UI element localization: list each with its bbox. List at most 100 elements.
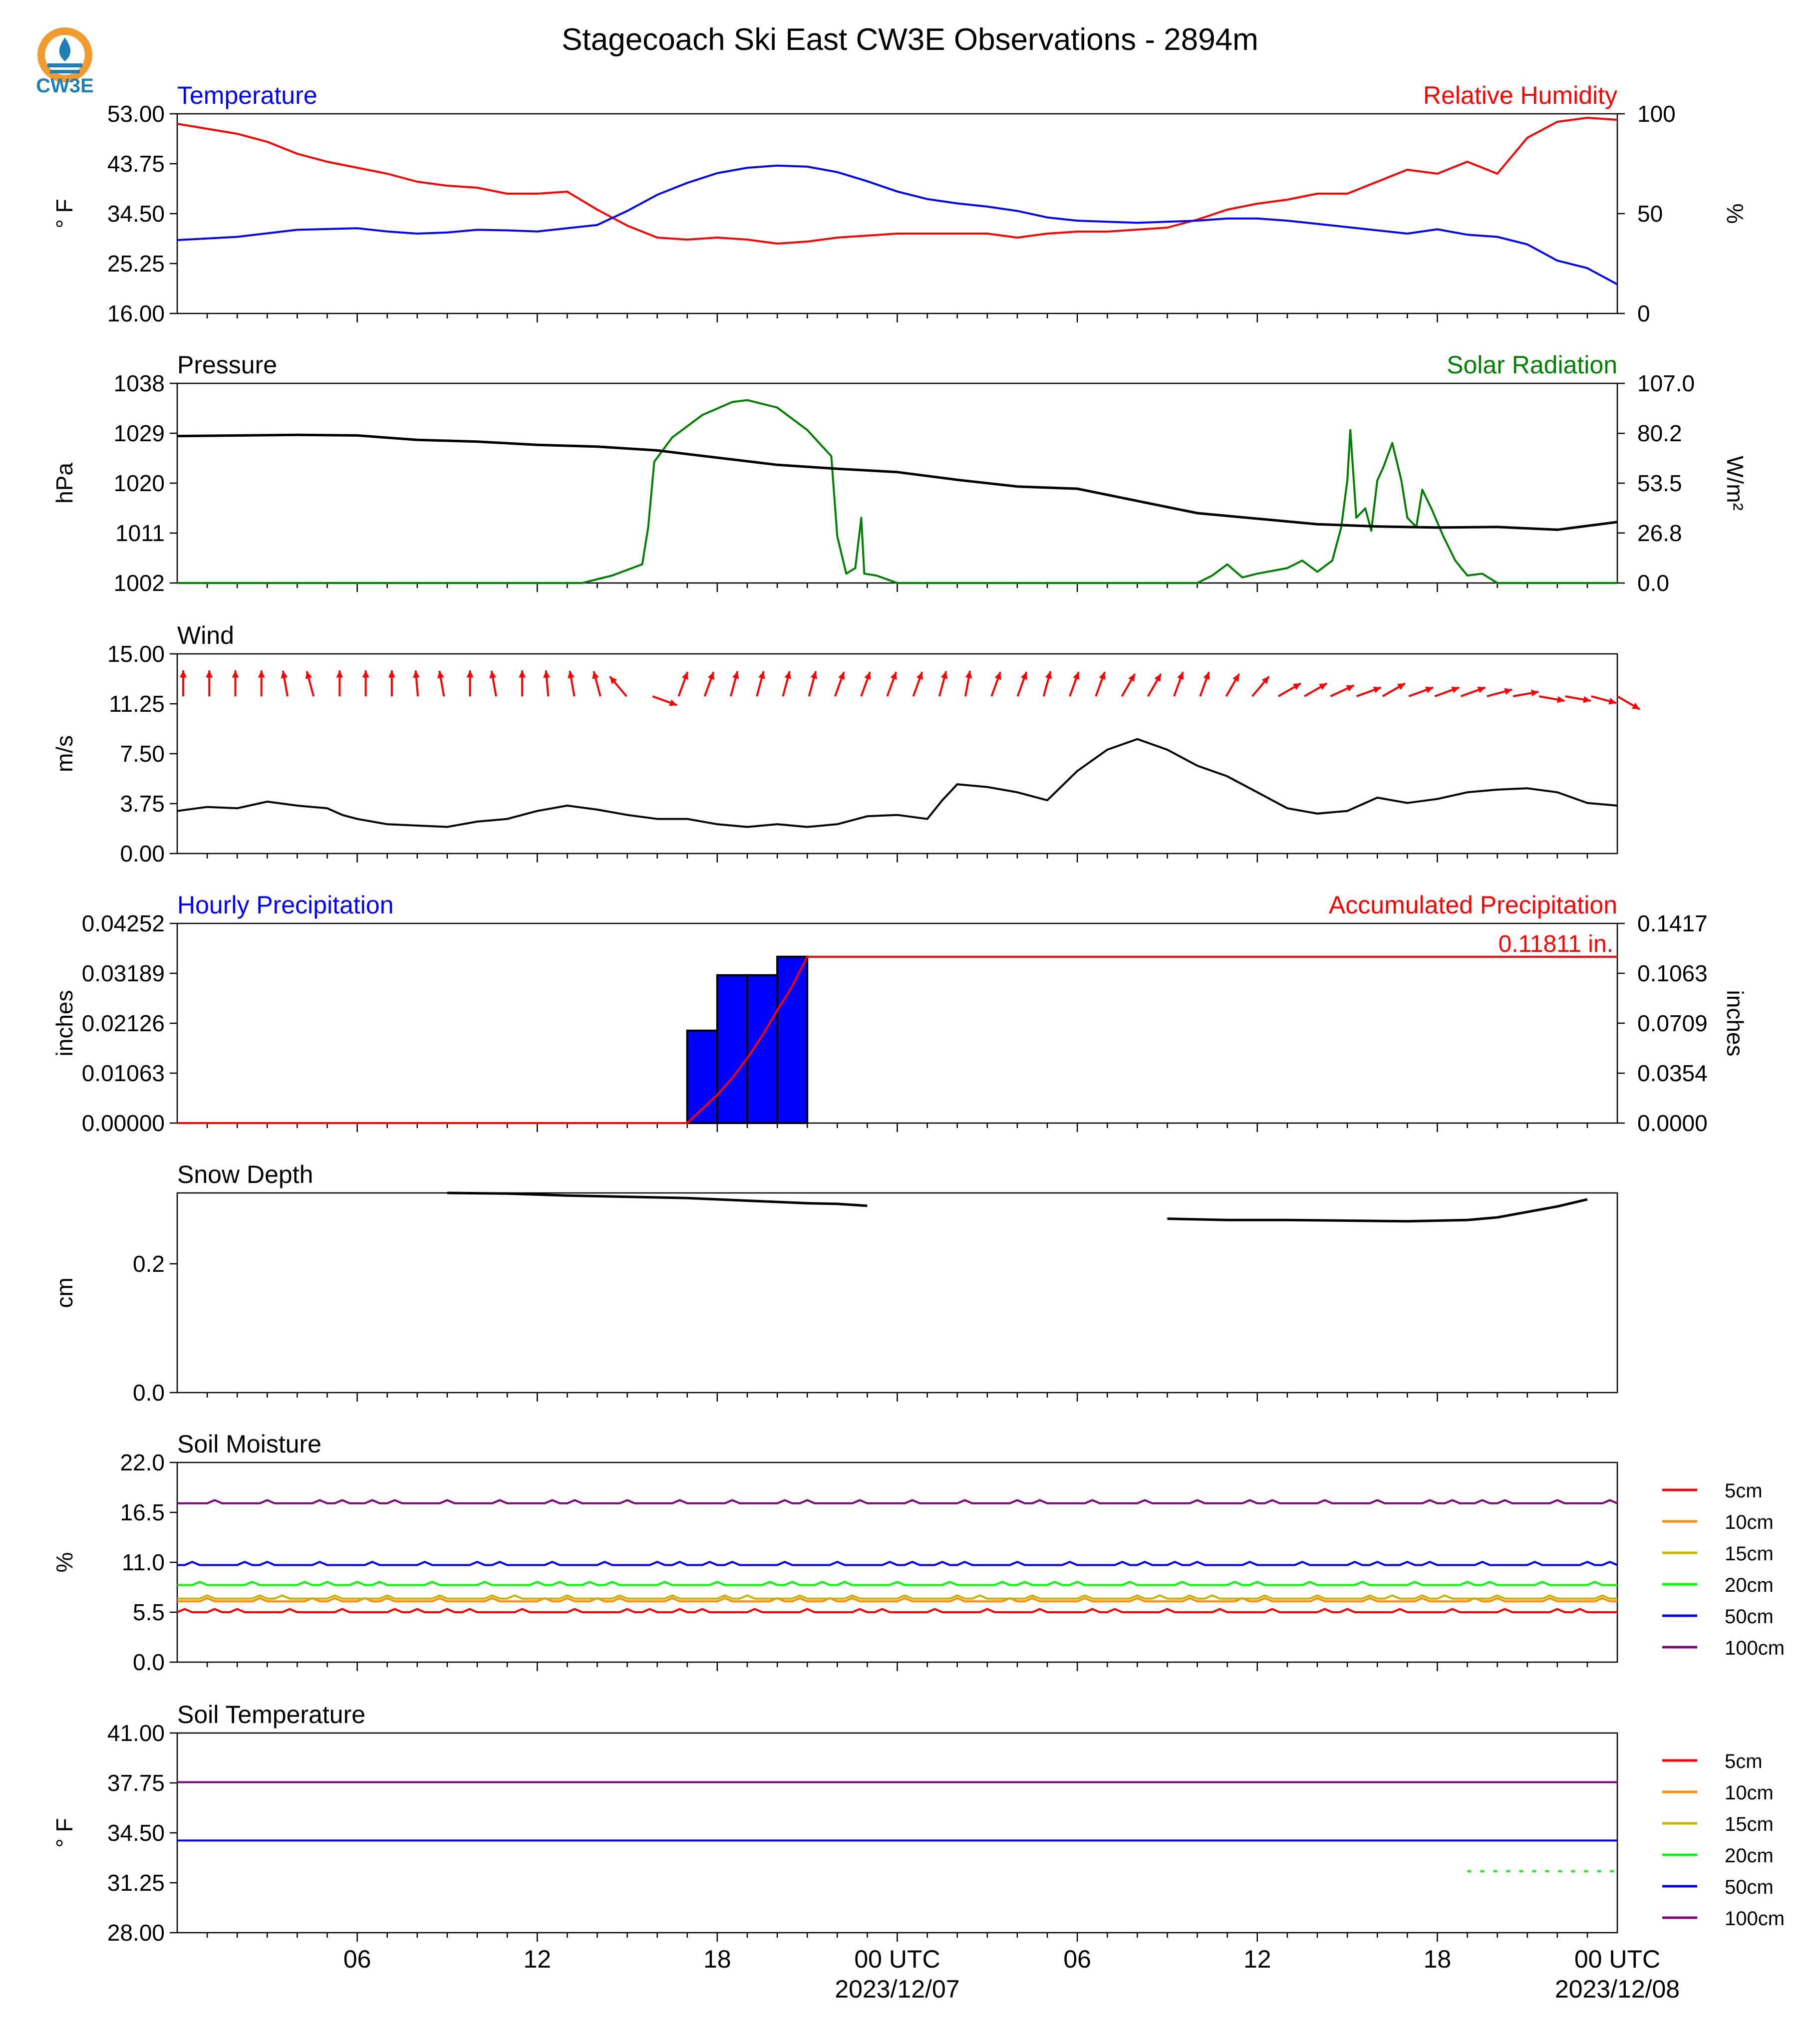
- wind-arrow-head: [1425, 686, 1433, 693]
- wind-arrow-head: [1073, 672, 1080, 680]
- wind-arrow-head: [864, 672, 871, 680]
- wind-arrow-head: [592, 671, 599, 679]
- wind-arrow-head: [1397, 683, 1405, 690]
- wind-arrow-head: [1203, 672, 1210, 680]
- wind-arrow-head: [1020, 672, 1027, 680]
- wind-arrow-head: [543, 670, 550, 678]
- x-tick-label: 00 UTC: [854, 1945, 940, 1973]
- x-tick-label: 00 UTC: [1574, 1945, 1660, 1973]
- series-line-soil-moisture-50cm: [177, 1561, 1618, 1566]
- panel-title-temperature: Temperature: [177, 81, 317, 109]
- wind-arrow-head: [681, 672, 688, 680]
- y-tick-label: 22.0: [120, 1449, 165, 1475]
- y-axis-label: cm: [51, 1277, 77, 1308]
- series-line-soil-moisture-100cm: [177, 1499, 1618, 1504]
- x-tick-label: 06: [343, 1945, 371, 1973]
- y-tick-label: 34.50: [107, 1820, 165, 1846]
- soil-moisture-legend-label: 10cm: [1725, 1511, 1774, 1533]
- y-tick-label-right: 107.0: [1637, 370, 1695, 396]
- wind-arrow-head: [1177, 672, 1184, 680]
- wind-arrow-head: [784, 671, 791, 679]
- soil-moisture-legend-label: 15cm: [1725, 1543, 1774, 1565]
- series-line-snow-depth-2: [1167, 1198, 1588, 1223]
- panel-frame: [176, 1461, 1618, 1663]
- accum-precip-label: 0.11811 in.: [1499, 931, 1613, 957]
- precip-bar: [716, 974, 748, 1124]
- x-tick-label: 12: [523, 1945, 551, 1973]
- wind-arrow-head: [669, 699, 677, 706]
- series-line-soil-moisture-15cm: [177, 1594, 1617, 1600]
- series-line-snow-depth: [447, 1191, 868, 1207]
- y-tick-label: 3.75: [120, 791, 165, 817]
- x-date-label: 2023/12/08: [1555, 1975, 1680, 2003]
- panel-frame: [176, 113, 1618, 314]
- wind-arrow-head: [890, 672, 897, 680]
- y-tick-label: 0.2: [133, 1251, 165, 1277]
- series-line-soil-moisture-5cm: [177, 1608, 1617, 1613]
- y-tick-label-right: 53.5: [1637, 470, 1682, 496]
- panel-title-humidity: Relative Humidity: [1423, 81, 1617, 109]
- panel-frame: [176, 922, 1618, 1124]
- y-axis-label: hPa: [51, 463, 77, 504]
- soil-temperature-legend-label: 10cm: [1725, 1782, 1774, 1804]
- y-tick-label: 5.5: [133, 1599, 165, 1625]
- wind-arrow-head: [1232, 673, 1239, 682]
- y-tick-label: 25.25: [107, 251, 165, 277]
- x-tick-label: 06: [1063, 1945, 1091, 1973]
- wind-arrow-head: [1632, 702, 1640, 709]
- series-line-wind-speed: [177, 738, 1618, 828]
- x-tick-label: 18: [703, 1945, 731, 1973]
- y-axis-label-right: W/m²: [1722, 456, 1748, 511]
- wind-arrow-head: [489, 670, 497, 679]
- panel-title-hourly-precip: Hourly Precipitation: [177, 891, 394, 919]
- y-tick-label: 15.00: [107, 641, 165, 667]
- y-axis-label: ° F: [51, 1818, 77, 1847]
- cw3e-logo-icon: [37, 27, 92, 82]
- series-line-pressure: [177, 433, 1618, 531]
- y-tick-label: 53.00: [107, 101, 165, 127]
- wind-arrow-head: [1099, 672, 1106, 680]
- wind-arrow-head: [1530, 689, 1539, 697]
- y-tick-label: 1002: [114, 570, 165, 596]
- wind-arrow-head: [412, 670, 420, 678]
- y-tick-label-right: 26.8: [1637, 520, 1682, 546]
- wind-arrow-head: [281, 670, 288, 679]
- y-tick-label: 1020: [114, 470, 165, 496]
- y-tick-label: 16.00: [107, 300, 165, 326]
- wind-arrow-head: [810, 671, 818, 679]
- wind-arrow-head: [232, 670, 239, 678]
- wind-arrow-head: [336, 670, 343, 678]
- y-tick-label-right: 0.1417: [1637, 910, 1708, 936]
- y-axis-label: inches: [51, 990, 77, 1057]
- series-line-temperature: [177, 164, 1618, 286]
- y-tick-label-right: 100: [1637, 101, 1676, 127]
- wind-arrow-head: [388, 670, 395, 678]
- x-date-label: 2023/12/07: [835, 1975, 959, 2003]
- wind-arrow-head: [1319, 683, 1327, 690]
- y-tick-label: 0.0: [133, 1380, 165, 1406]
- panel-frame: [176, 1192, 1618, 1394]
- wind-arrow-head: [732, 671, 739, 679]
- wind-arrow-head: [1346, 685, 1354, 692]
- y-tick-label: 1038: [114, 370, 165, 396]
- soil-temperature-legend-label: 15cm: [1725, 1813, 1774, 1835]
- wind-arrow-head: [1504, 688, 1513, 695]
- y-tick-label: 0.04252: [82, 910, 165, 936]
- y-tick-label-right: 80.2: [1637, 420, 1682, 446]
- y-tick-label: 16.5: [120, 1499, 165, 1525]
- wind-arrow-head: [994, 672, 1001, 680]
- wind-arrow-head: [1557, 696, 1565, 703]
- y-tick-label-right: 0.1063: [1637, 960, 1708, 986]
- panel-frame: [176, 1732, 1618, 1934]
- wind-arrow-head: [206, 670, 213, 678]
- series-line-humidity: [177, 117, 1618, 245]
- wind-arrow-head: [609, 676, 617, 684]
- y-tick-label-right: 50: [1637, 201, 1663, 227]
- y-tick-label: 28.00: [107, 1920, 165, 1946]
- series-line-soil-moisture-10cm: [177, 1597, 1617, 1603]
- y-tick-label: 11.25: [109, 691, 165, 717]
- y-axis-label: ° F: [51, 199, 77, 228]
- panel-title-accum-precip: Accumulated Precipitation: [1329, 891, 1617, 919]
- y-tick-label: 1011: [115, 520, 165, 546]
- series-line-soil-moisture-20cm: [177, 1581, 1617, 1586]
